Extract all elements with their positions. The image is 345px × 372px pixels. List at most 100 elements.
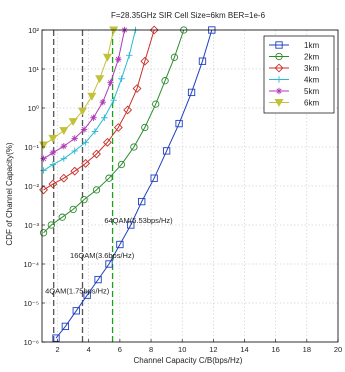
data-point-3km xyxy=(59,173,69,183)
data-point-3km xyxy=(92,149,101,159)
data-point-1km xyxy=(138,197,146,206)
data-point-4km xyxy=(91,128,99,135)
y-tick-label: 10⁰ xyxy=(28,104,39,113)
data-point-5km xyxy=(115,56,122,63)
data-point-4km xyxy=(101,114,108,121)
data-point-3km xyxy=(123,105,133,115)
legend-marker-6km xyxy=(274,99,284,107)
legend-label-2km: 2km xyxy=(304,53,319,62)
data-point-1km xyxy=(61,322,70,331)
x-tick-label: 2 xyxy=(55,345,59,354)
y-tick-label: 10⁻³ xyxy=(24,221,39,230)
threshold-label: 16QAM(3.6bps/Hz) xyxy=(70,251,135,260)
data-point-1km xyxy=(72,307,80,315)
data-point-1km xyxy=(116,240,124,249)
legend-label-3km: 3km xyxy=(304,64,319,73)
legend-marker-4km xyxy=(275,76,283,83)
data-point-4km xyxy=(49,161,57,168)
data-point-2km xyxy=(80,195,88,204)
data-point-2km xyxy=(130,143,138,151)
data-point-2km xyxy=(39,229,48,237)
data-point-3km xyxy=(140,56,150,66)
data-point-4km xyxy=(82,139,89,146)
data-point-1km xyxy=(52,334,60,342)
y-tick-label: 10⁻⁶ xyxy=(24,338,39,347)
legend-box xyxy=(263,35,335,114)
legend-label-4km: 4km xyxy=(304,76,319,85)
x-tick-label: 4 xyxy=(87,345,91,354)
data-point-1km xyxy=(198,57,207,65)
plot-area: 4QAM(1.75bps/Hz) 16QAM(3.6bps/Hz) 64QAM(5.… xyxy=(23,25,342,354)
data-point-6km xyxy=(39,141,49,150)
data-point-3km xyxy=(70,166,80,176)
threshold-label: 4QAM(1.75bps/Hz) xyxy=(45,286,110,295)
series-line-3km xyxy=(43,29,155,191)
data-point-3km xyxy=(81,158,91,168)
data-point-5km xyxy=(107,79,114,86)
data-point-5km xyxy=(40,155,47,162)
x-tick-label: 8 xyxy=(149,345,153,354)
y-tick-label: 10⁻⁵ xyxy=(24,299,39,308)
data-point-3km xyxy=(102,137,112,147)
x-tick-label: 12 xyxy=(209,345,217,354)
y-tick-label: 10⁻⁴ xyxy=(23,260,39,269)
data-point-2km xyxy=(141,123,149,132)
data-point-4km xyxy=(118,75,125,82)
y-tick-label: 10⁻¹ xyxy=(24,143,39,152)
series-line-2km xyxy=(43,29,185,234)
data-point-6km xyxy=(77,107,88,116)
x-tick-label: 16 xyxy=(272,345,280,354)
data-point-5km xyxy=(60,143,68,150)
data-point-4km xyxy=(60,155,68,162)
data-point-6km xyxy=(95,75,105,84)
data-point-2km xyxy=(161,77,169,85)
legend-marker-3km xyxy=(274,63,284,73)
data-point-5km xyxy=(90,114,97,121)
data-point-2km xyxy=(170,53,179,61)
data-point-2km xyxy=(69,205,77,214)
y-axis-title: CDF of Channel Capacity(%) xyxy=(5,142,14,245)
y-tick-label: 10² xyxy=(28,26,39,35)
data-point-1km xyxy=(127,221,135,229)
data-point-1km xyxy=(105,260,113,268)
data-point-2km xyxy=(117,160,126,169)
data-point-4km xyxy=(71,147,78,155)
threshold-label: 64QAM(5.53bps/Hz) xyxy=(104,216,173,225)
data-point-5km xyxy=(71,135,78,142)
x-tick-label: 20 xyxy=(334,345,342,354)
data-point-6km xyxy=(59,127,69,136)
data-point-1km xyxy=(94,275,102,284)
data-point-1km xyxy=(175,119,183,128)
data-point-3km xyxy=(48,179,58,189)
data-point-6km xyxy=(102,53,112,62)
data-point-2km xyxy=(152,100,160,108)
data-point-3km xyxy=(149,25,159,35)
data-point-2km xyxy=(58,213,66,221)
data-point-4km xyxy=(110,97,117,104)
data-point-1km xyxy=(150,174,158,182)
data-point-5km xyxy=(80,126,88,133)
legend-marker-5km xyxy=(275,87,283,95)
data-point-4km xyxy=(40,167,47,174)
series-line-1km xyxy=(55,29,213,339)
data-point-3km xyxy=(39,185,48,195)
data-point-4km xyxy=(126,52,133,59)
legend-label-1km: 1km xyxy=(304,41,319,50)
legend-marker-1km xyxy=(275,41,283,49)
legend-label-5km: 5km xyxy=(304,87,319,96)
data-point-3km xyxy=(113,123,123,132)
x-tick-label: 10 xyxy=(178,345,186,354)
x-tick-label: 6 xyxy=(118,345,122,354)
series-line-5km xyxy=(43,29,126,160)
data-point-6km xyxy=(87,92,97,101)
data-point-2km xyxy=(105,174,113,182)
data-point-1km xyxy=(187,88,196,97)
data-point-5km xyxy=(99,98,106,106)
data-point-6km xyxy=(68,118,78,127)
data-point-3km xyxy=(132,84,142,93)
data-point-5km xyxy=(49,149,57,157)
chart-title: F=28.35GHz SIR Cell Size=6km BER=1e-6 xyxy=(111,11,266,20)
data-point-1km xyxy=(83,291,91,299)
data-point-2km xyxy=(92,186,101,194)
legend-label-6km: 6km xyxy=(304,99,319,108)
